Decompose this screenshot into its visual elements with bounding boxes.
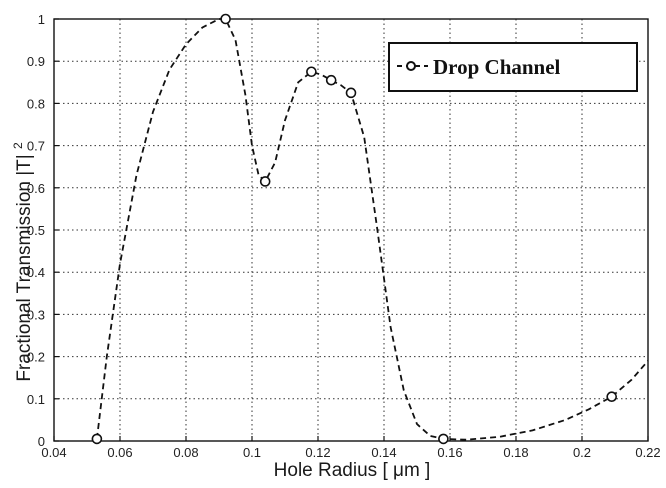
legend: Drop Channel (388, 42, 638, 92)
legend-label: Drop Channel (433, 55, 561, 79)
x-tick-label: 0.16 (437, 445, 462, 460)
series-layer (91, 13, 649, 445)
y-tick-label: 0.3 (27, 307, 45, 322)
y-axis-title: Fractional Transmission |T| 2 (11, 142, 35, 382)
legend-box (388, 42, 638, 92)
y-tick-label: 1 (38, 12, 45, 27)
x-tick-label: 0.04 (41, 445, 66, 460)
y-tick-label: 0.4 (27, 265, 45, 280)
legend-marker (406, 61, 416, 71)
x-tick-label: 0.06 (107, 445, 132, 460)
x-tick-label: 0.1 (243, 445, 261, 460)
y-tick-label: 0.8 (27, 96, 45, 111)
data-point-marker (325, 74, 337, 86)
x-axis-title: Hole Radius [ μm ] (274, 460, 431, 481)
x-tick-label: 0.14 (371, 445, 396, 460)
x-tick-label: 0.08 (173, 445, 198, 460)
axis-ticks: 0.04 0.06 0.08 0.1 0.12 0.14 0.16 0.18 0.2 0.22 0 0… (27, 12, 661, 460)
grid-lines (54, 19, 648, 441)
data-point-marker (438, 433, 449, 445)
x-tick-label: 0.12 (305, 445, 330, 460)
data-point-marker (220, 13, 231, 25)
x-tick-label: 0.2 (573, 445, 591, 460)
y-tick-label: 0.9 (27, 54, 45, 69)
x-axis-label: Hole Radius (274, 460, 378, 481)
y-axis-label-superscript: 2 (11, 142, 25, 149)
data-point-marker (606, 391, 618, 402)
data-point-marker (306, 66, 317, 78)
data-point-marker (91, 433, 103, 445)
y-tick-label: 0.2 (27, 350, 45, 365)
y-tick-label: 0.7 (27, 139, 45, 154)
y-tick-label: 0.6 (27, 181, 45, 196)
data-point-marker (259, 176, 271, 187)
x-axis-unit: [ μm ] (382, 460, 430, 481)
x-tick-label: 0.22 (635, 445, 660, 460)
y-tick-label: 0.5 (27, 223, 45, 238)
data-point-marker (345, 87, 357, 99)
x-tick-label: 0.18 (503, 445, 528, 460)
y-axis-label: Fractional Transmission |T| (14, 154, 35, 381)
y-tick-label: 0.1 (27, 392, 45, 407)
y-tick-label: 0 (38, 434, 45, 449)
